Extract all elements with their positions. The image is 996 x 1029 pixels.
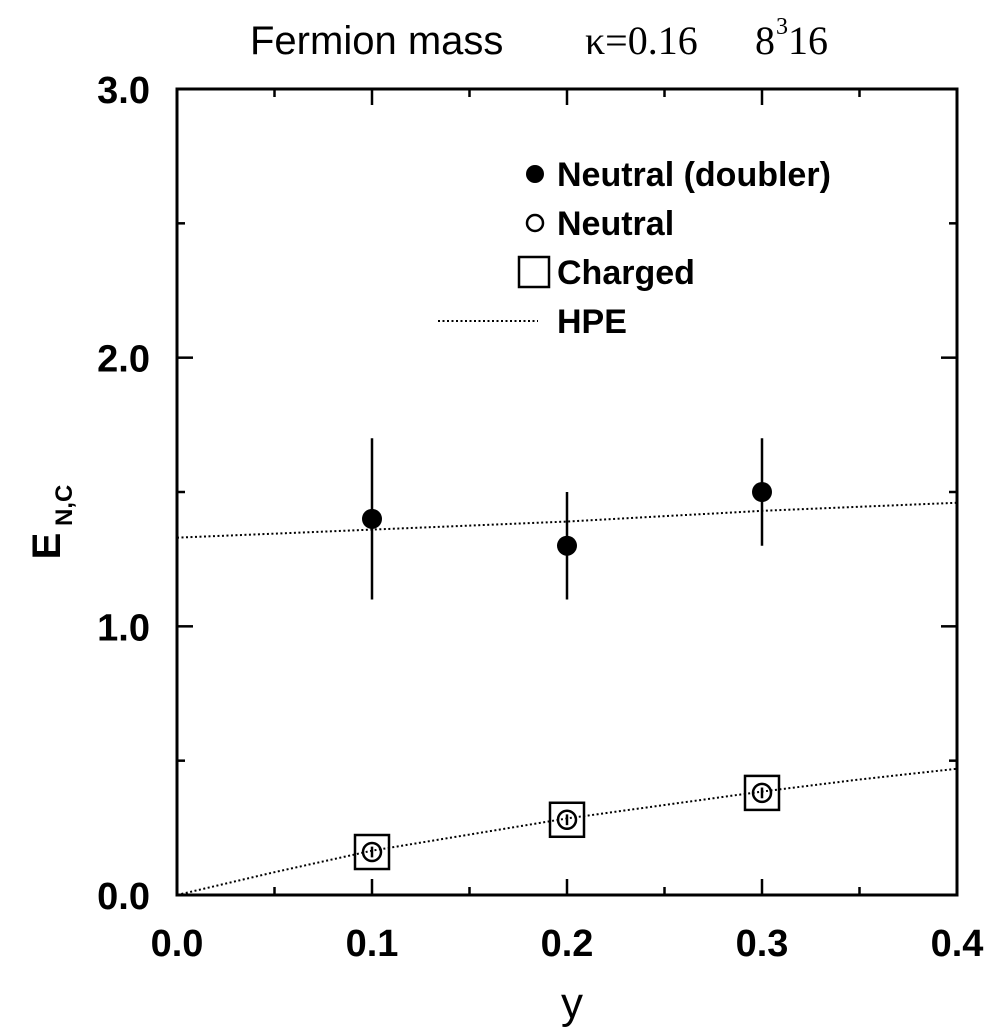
legend-label-charged: Charged bbox=[557, 254, 695, 292]
y-tick-label: 2.0 bbox=[97, 339, 150, 381]
y-tick-label: 0.0 bbox=[97, 876, 150, 918]
chart-title-prefix: Fermion mass bbox=[250, 19, 503, 63]
axis-tick-labels: 0.0 0.1 0.2 0.3 0.4 0.0 1.0 2.0 3.0 bbox=[97, 70, 983, 965]
y-axis-title: E N,C bbox=[25, 485, 78, 560]
neutral-doubler-point bbox=[362, 508, 382, 529]
charged-point bbox=[353, 833, 391, 871]
legend-label-neutral-doubler: Neutral (doubler) bbox=[557, 156, 831, 194]
x-tick-label: 0.3 bbox=[736, 923, 789, 965]
neutral-point bbox=[361, 841, 383, 863]
neutral-point bbox=[556, 809, 578, 831]
y-axis-title-main: E bbox=[25, 533, 69, 560]
x-tick-label: 0.1 bbox=[346, 923, 399, 965]
charged-point bbox=[743, 774, 781, 812]
neutral-doubler-point bbox=[752, 482, 772, 502]
y-axis-title-sub: N,C bbox=[51, 485, 78, 526]
chart-title-lattice-tail: 16 bbox=[788, 18, 828, 63]
x-axis-title: y bbox=[561, 979, 583, 1028]
x-tick-label: 0.4 bbox=[931, 923, 984, 965]
legend: Neutral (doubler) Neutral Charged HPE bbox=[438, 156, 831, 341]
chart-title-kappa: κ=0.16 bbox=[585, 18, 698, 63]
neutral-point bbox=[751, 782, 773, 804]
error-bars bbox=[370, 438, 764, 858]
y-tick-label: 3.0 bbox=[97, 70, 150, 112]
y-tick-label: 1.0 bbox=[97, 607, 150, 649]
legend-marker-neutral-doubler bbox=[526, 165, 544, 183]
legend-label-hpe: HPE bbox=[557, 303, 627, 341]
chart-title-lattice-sup: 3 bbox=[776, 14, 788, 40]
charged-point bbox=[548, 801, 586, 839]
chart-title-lattice-base: 8 bbox=[755, 18, 775, 63]
neutral-doubler-point bbox=[557, 535, 577, 556]
x-tick-label: 0.0 bbox=[151, 923, 204, 965]
legend-marker-charged bbox=[517, 255, 551, 289]
axis-ticks bbox=[175, 87, 959, 897]
x-tick-label: 0.2 bbox=[541, 923, 594, 965]
legend-label-neutral: Neutral bbox=[557, 205, 674, 243]
data-markers bbox=[353, 482, 781, 871]
legend-marker-neutral bbox=[525, 213, 545, 233]
hpe-curve-line bbox=[176, 767, 958, 896]
